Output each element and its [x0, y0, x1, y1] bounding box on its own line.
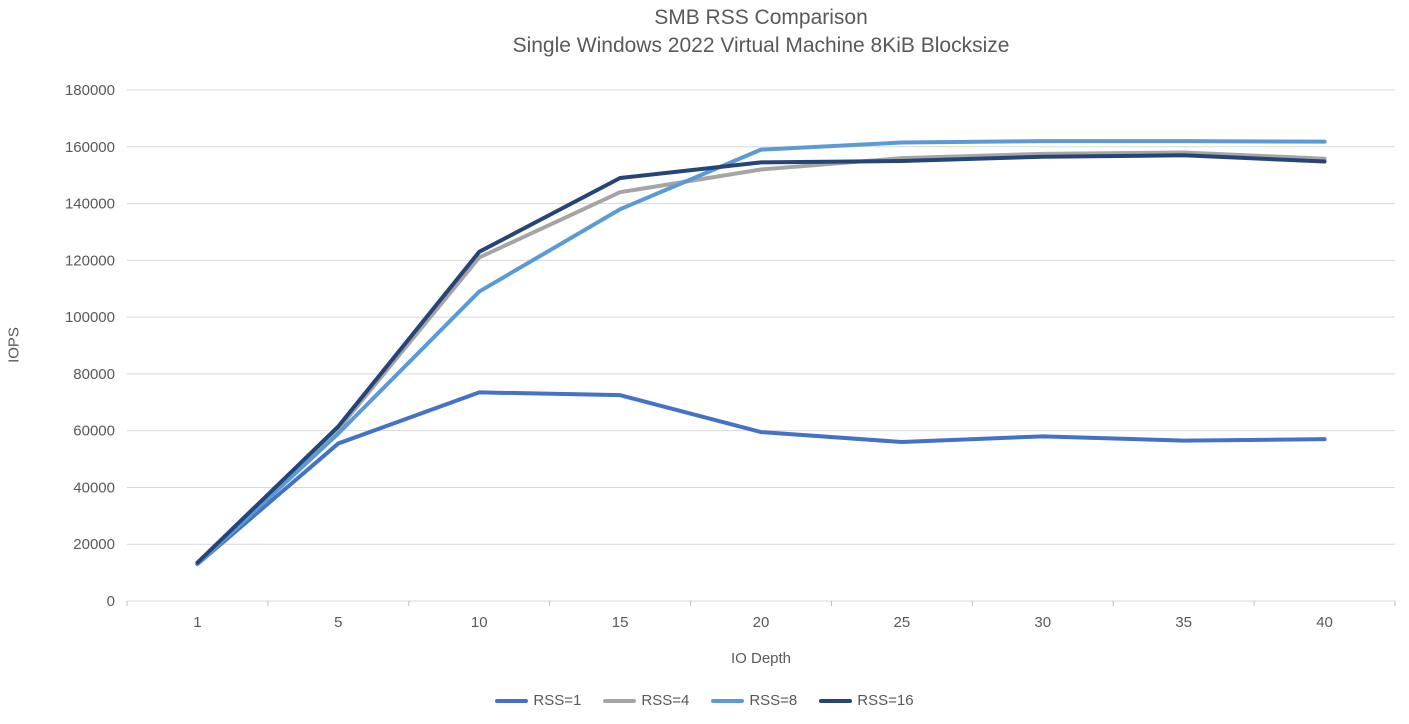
- x-tick-label: 30: [1034, 614, 1051, 631]
- legend: RSS=1 RSS=4 RSS=8 RSS=16: [0, 692, 1409, 709]
- y-tick-label: 40000: [73, 479, 115, 496]
- x-tick-label: 10: [471, 614, 488, 631]
- x-axis-title: IO Depth: [730, 650, 792, 667]
- legend-swatch-icon: [603, 698, 637, 703]
- legend-item-RSS=8: RSS=8: [711, 692, 797, 709]
- y-tick-label: 160000: [65, 139, 115, 156]
- legend-item-RSS=16: RSS=16: [819, 692, 914, 709]
- y-tick-label: 140000: [65, 196, 115, 213]
- x-tick-label: 5: [334, 614, 342, 631]
- legend-swatch-icon: [819, 698, 853, 703]
- x-tick-label: 20: [753, 614, 770, 631]
- y-tick-label: 120000: [65, 252, 115, 269]
- legend-label: RSS=4: [641, 692, 690, 709]
- legend-label: RSS=1: [533, 692, 582, 709]
- legend-item-RSS=4: RSS=4: [603, 692, 689, 709]
- y-tick-label: 20000: [73, 536, 115, 553]
- y-tick-label: 180000: [65, 82, 115, 99]
- chart-subtitle: Single Windows 2022 Virtual Machine 8KiB…: [512, 34, 1010, 57]
- legend-swatch-icon: [495, 698, 529, 703]
- series-line-RSS=4: [195, 150, 1327, 567]
- legend-swatch-icon: [711, 698, 745, 703]
- x-tick-label: 40: [1316, 614, 1333, 631]
- legend-label: RSS=16: [857, 692, 914, 709]
- series-line-RSS=16: [195, 153, 1327, 565]
- legend-item-RSS=1: RSS=1: [495, 692, 581, 709]
- y-tick-label: 100000: [65, 309, 115, 326]
- x-tick-label: 15: [612, 614, 629, 631]
- chart-title-block: SMB RSS Comparison Single Windows 2022 V…: [127, 4, 1395, 60]
- chart-title: SMB RSS Comparison: [654, 6, 868, 29]
- y-tick-label: 80000: [73, 366, 115, 383]
- series-line-RSS=1: [195, 390, 1327, 567]
- x-tick-label: 25: [894, 614, 911, 631]
- y-tick-label: 60000: [73, 423, 115, 440]
- series-line-RSS=8: [195, 139, 1327, 567]
- x-tick-label: 35: [1175, 614, 1192, 631]
- y-tick-label: 0: [107, 593, 115, 610]
- legend-label: RSS=8: [749, 692, 798, 709]
- x-tick-label: 1: [193, 614, 201, 631]
